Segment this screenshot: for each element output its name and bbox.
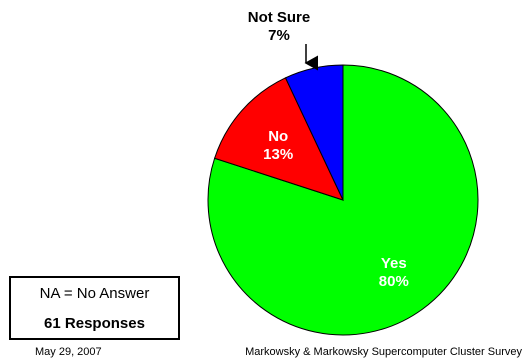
callout-value-not-sure: 7% — [268, 27, 290, 44]
info-box: NA = No Answer 61 Responses — [9, 276, 180, 340]
slice-label-no: No — [268, 128, 288, 145]
slice-label-yes: Yes — [381, 255, 407, 272]
responses-count: 61 Responses — [44, 315, 145, 332]
callout-label-not-sure: Not Sure — [248, 9, 311, 26]
footer-source: Markowsky & Markowsky Supercomputer Clus… — [245, 346, 522, 358]
footer-date: May 29, 2007 — [35, 346, 102, 358]
slice-value-no: 13% — [263, 146, 293, 163]
slice-value-yes: 80% — [379, 273, 409, 290]
na-legend-text: NA = No Answer — [39, 285, 150, 302]
pie-slice-no — [213, 77, 344, 201]
